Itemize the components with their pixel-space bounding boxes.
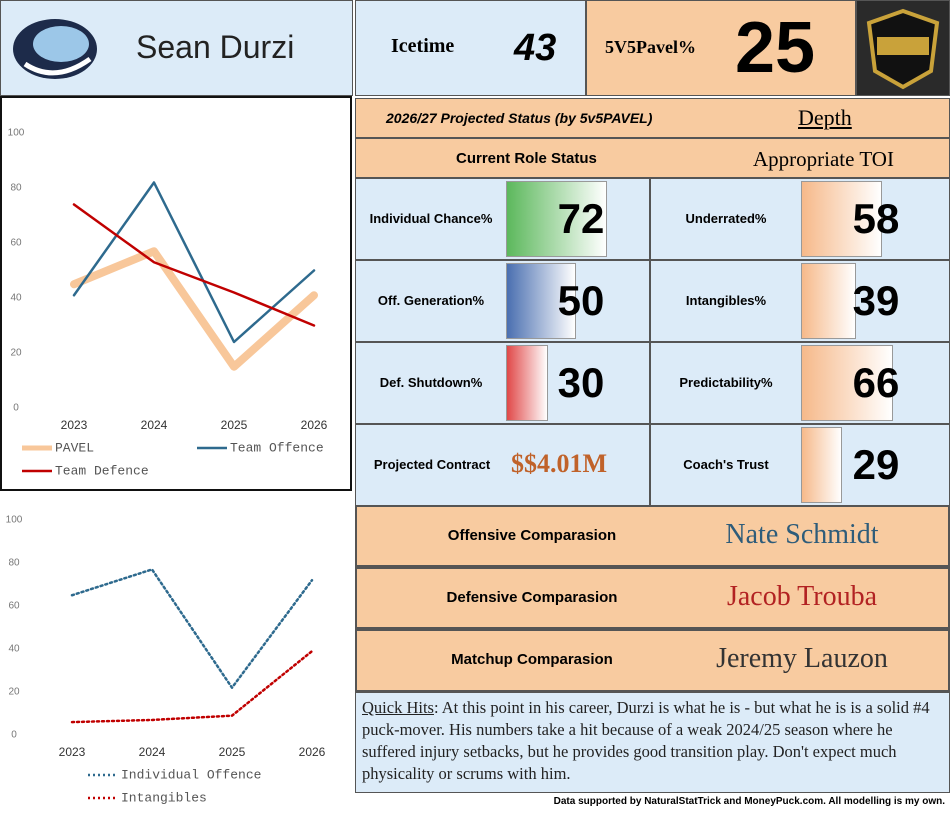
metric-cell: Coach's Trust 29 <box>650 424 950 506</box>
metric-label: Individual Chance% <box>369 211 493 226</box>
projection-row: 2026/27 Projected Status (by 5v5PAVEL) D… <box>355 98 950 138</box>
x-tick-label: 2024 <box>141 418 168 432</box>
metric-bar <box>506 181 607 257</box>
pavel-box: 5V5Pavel% 25 <box>586 0 856 96</box>
y-tick-label: 100 <box>8 128 25 139</box>
metric-value: 58 <box>852 195 900 242</box>
metric-cell: Off. Generation% 50 <box>355 260 650 342</box>
x-tick-label: 2025 <box>219 745 246 759</box>
quick-hits-text: : At this point in his career, Durzi is … <box>362 698 930 783</box>
comparison-value: Nate Schmidt <box>725 519 879 550</box>
icetime-label: Icetime <box>391 35 455 57</box>
x-tick-label: 2023 <box>61 418 88 432</box>
metric-bar <box>506 345 548 421</box>
metric-label: Predictability% <box>679 375 773 390</box>
y-tick-label: 100 <box>6 515 23 526</box>
league-logo <box>866 8 940 90</box>
logo-tusk <box>23 56 92 76</box>
projection-label: 2026/27 Projected Status (by 5v5PAVEL) <box>386 110 653 126</box>
footer: Data supported by NaturalStatTrick and M… <box>553 796 945 807</box>
x-tick-label: 2023 <box>59 745 86 759</box>
metric-value: 66 <box>852 359 900 406</box>
logo-shape <box>33 26 89 62</box>
y-tick-label: 20 <box>8 687 20 698</box>
name-box: Sean Durzi <box>0 0 353 96</box>
player-name: Sean Durzi <box>136 29 295 65</box>
metric-label: Underrated% <box>685 211 767 226</box>
icetime-value: 43 <box>514 27 557 69</box>
y-tick-label: 0 <box>11 730 17 741</box>
metric-cell: Underrated% 58 <box>650 178 950 260</box>
legend-label: Individual Offence <box>121 767 261 782</box>
metric-bar <box>801 181 883 257</box>
metric-value: 29 <box>852 441 900 488</box>
metrics-grid: Individual Chance% 72 Underrated% 58 Off. Ge… <box>355 178 950 506</box>
comparison-label: Offensive Comparasion <box>447 527 617 544</box>
x-tick-label: 2026 <box>299 745 326 759</box>
comparison-value: Jeremy Lauzon <box>716 643 888 674</box>
line <box>72 203 316 327</box>
metric-label: Intangibles% <box>685 293 767 308</box>
role-label: Current Role Status <box>456 150 597 167</box>
line <box>70 247 318 371</box>
metric-label: Coach's Trust <box>683 457 769 472</box>
metric-value: 50 <box>557 277 605 324</box>
y-tick-label: 80 <box>10 183 22 194</box>
metric-bar <box>506 263 576 339</box>
metric-value: 39 <box>852 277 900 324</box>
y-tick-label: 80 <box>8 558 20 569</box>
metric-cell: Projected Contract $$4.01M <box>355 424 650 506</box>
metric-value: 30 <box>557 359 605 406</box>
y-tick-label: 40 <box>10 293 22 304</box>
comparisons: Offensive Comparasion Nate Schmidt Defensi… <box>355 505 950 692</box>
x-tick-label: 2025 <box>221 418 248 432</box>
x-tick-label: 2026 <box>301 418 328 432</box>
x-tick-label: 2024 <box>139 745 166 759</box>
league-logo-box <box>856 0 950 96</box>
team-logo <box>13 19 97 79</box>
y-tick-label: 20 <box>10 348 22 359</box>
metric-label: Off. Generation% <box>377 293 485 308</box>
pavel-label: 5V5Pavel% <box>605 37 696 57</box>
metric-cell: Intangibles% 39 <box>650 260 950 342</box>
shield-band <box>877 37 929 55</box>
role-value: Appropriate TOI <box>753 147 894 171</box>
metric-cell: Predictability% 66 <box>650 342 950 424</box>
comparison-row: Matchup Comparasion Jeremy Lauzon <box>355 629 950 692</box>
quick-hits: Quick Hits: At this point in his career,… <box>355 692 950 793</box>
y-tick-label: 40 <box>8 644 20 655</box>
metric-cell: Individual Chance% 72 <box>355 178 650 260</box>
metric-value: 72 <box>557 195 605 242</box>
comparison-label: Defensive Comparasion <box>446 589 618 606</box>
metric-label: Projected Contract <box>373 457 491 472</box>
projection-value: Depth <box>798 105 852 130</box>
metric-bar <box>801 427 842 503</box>
line <box>70 649 314 724</box>
metric-cell: Def. Shutdown% 30 <box>355 342 650 424</box>
comparison-label: Matchup Comparasion <box>451 651 613 668</box>
icetime-box: Icetime 43 <box>355 0 586 96</box>
pavel-value: 25 <box>735 8 816 88</box>
legend-label: Intangibles <box>121 790 207 805</box>
comparison-row: Offensive Comparasion Nate Schmidt <box>355 505 950 567</box>
y-tick-label: 0 <box>13 403 19 414</box>
chart: 0 20 40 60 80 100 2023 2024 2025 2026 Individual O… <box>6 515 326 806</box>
legend-label: Team Offence <box>230 440 324 455</box>
comparison-row: Defensive Comparasion Jacob Trouba <box>355 567 950 629</box>
line <box>70 568 314 689</box>
chart: 0 20 40 60 80 100 2023 2024 2025 2026 PAVEL Team Of… <box>0 96 352 491</box>
legend-label: PAVEL <box>55 440 94 455</box>
line <box>72 181 316 344</box>
quick-hits-label: Quick Hits <box>362 698 434 717</box>
metric-label: Def. Shutdown% <box>379 375 483 390</box>
comparison-value: Jacob Trouba <box>726 581 878 612</box>
metric-bar <box>801 345 894 421</box>
metric-bar <box>801 263 856 339</box>
role-row: Current Role Status Appropriate TOI <box>355 138 950 178</box>
y-tick-label: 60 <box>8 601 20 612</box>
legend-label: Team Defence <box>55 463 149 478</box>
metric-value: $$4.01M <box>511 449 608 478</box>
y-tick-label: 60 <box>10 238 22 249</box>
